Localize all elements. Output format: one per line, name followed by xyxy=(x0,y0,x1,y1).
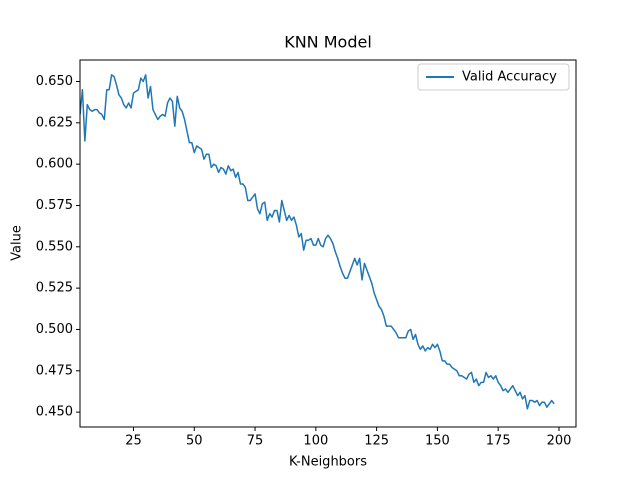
y-tick-label: 0.475 xyxy=(36,363,73,378)
y-tick-label: 0.650 xyxy=(36,74,73,89)
x-tick-label: 150 xyxy=(425,434,450,449)
x-tick-label: 50 xyxy=(186,434,203,449)
y-tick-label: 0.600 xyxy=(36,157,73,172)
data-line xyxy=(80,74,555,410)
legend-box xyxy=(417,63,570,91)
y-tick-label: 0.575 xyxy=(36,198,73,213)
y-tick-label: 0.525 xyxy=(36,281,73,296)
y-axis-label: Value xyxy=(10,225,25,261)
plot-frame xyxy=(79,59,577,428)
y-tick-label: 0.550 xyxy=(36,239,73,254)
x-tick-label: 125 xyxy=(364,434,389,449)
legend-label: Valid Accuracy xyxy=(462,70,557,85)
x-tick-label: 100 xyxy=(303,434,328,449)
x-tick-label: 25 xyxy=(125,434,142,449)
x-axis-label: K-Neighbors xyxy=(289,455,367,470)
chart-title: KNN Model xyxy=(284,33,372,52)
y-tick-label: 0.625 xyxy=(36,115,73,130)
x-tick-label: 175 xyxy=(486,434,511,449)
x-tick-label: 75 xyxy=(247,434,264,449)
y-tick-label: 0.450 xyxy=(36,405,73,420)
x-tick-label: 200 xyxy=(547,434,572,449)
y-tick-label: 0.500 xyxy=(36,322,73,337)
